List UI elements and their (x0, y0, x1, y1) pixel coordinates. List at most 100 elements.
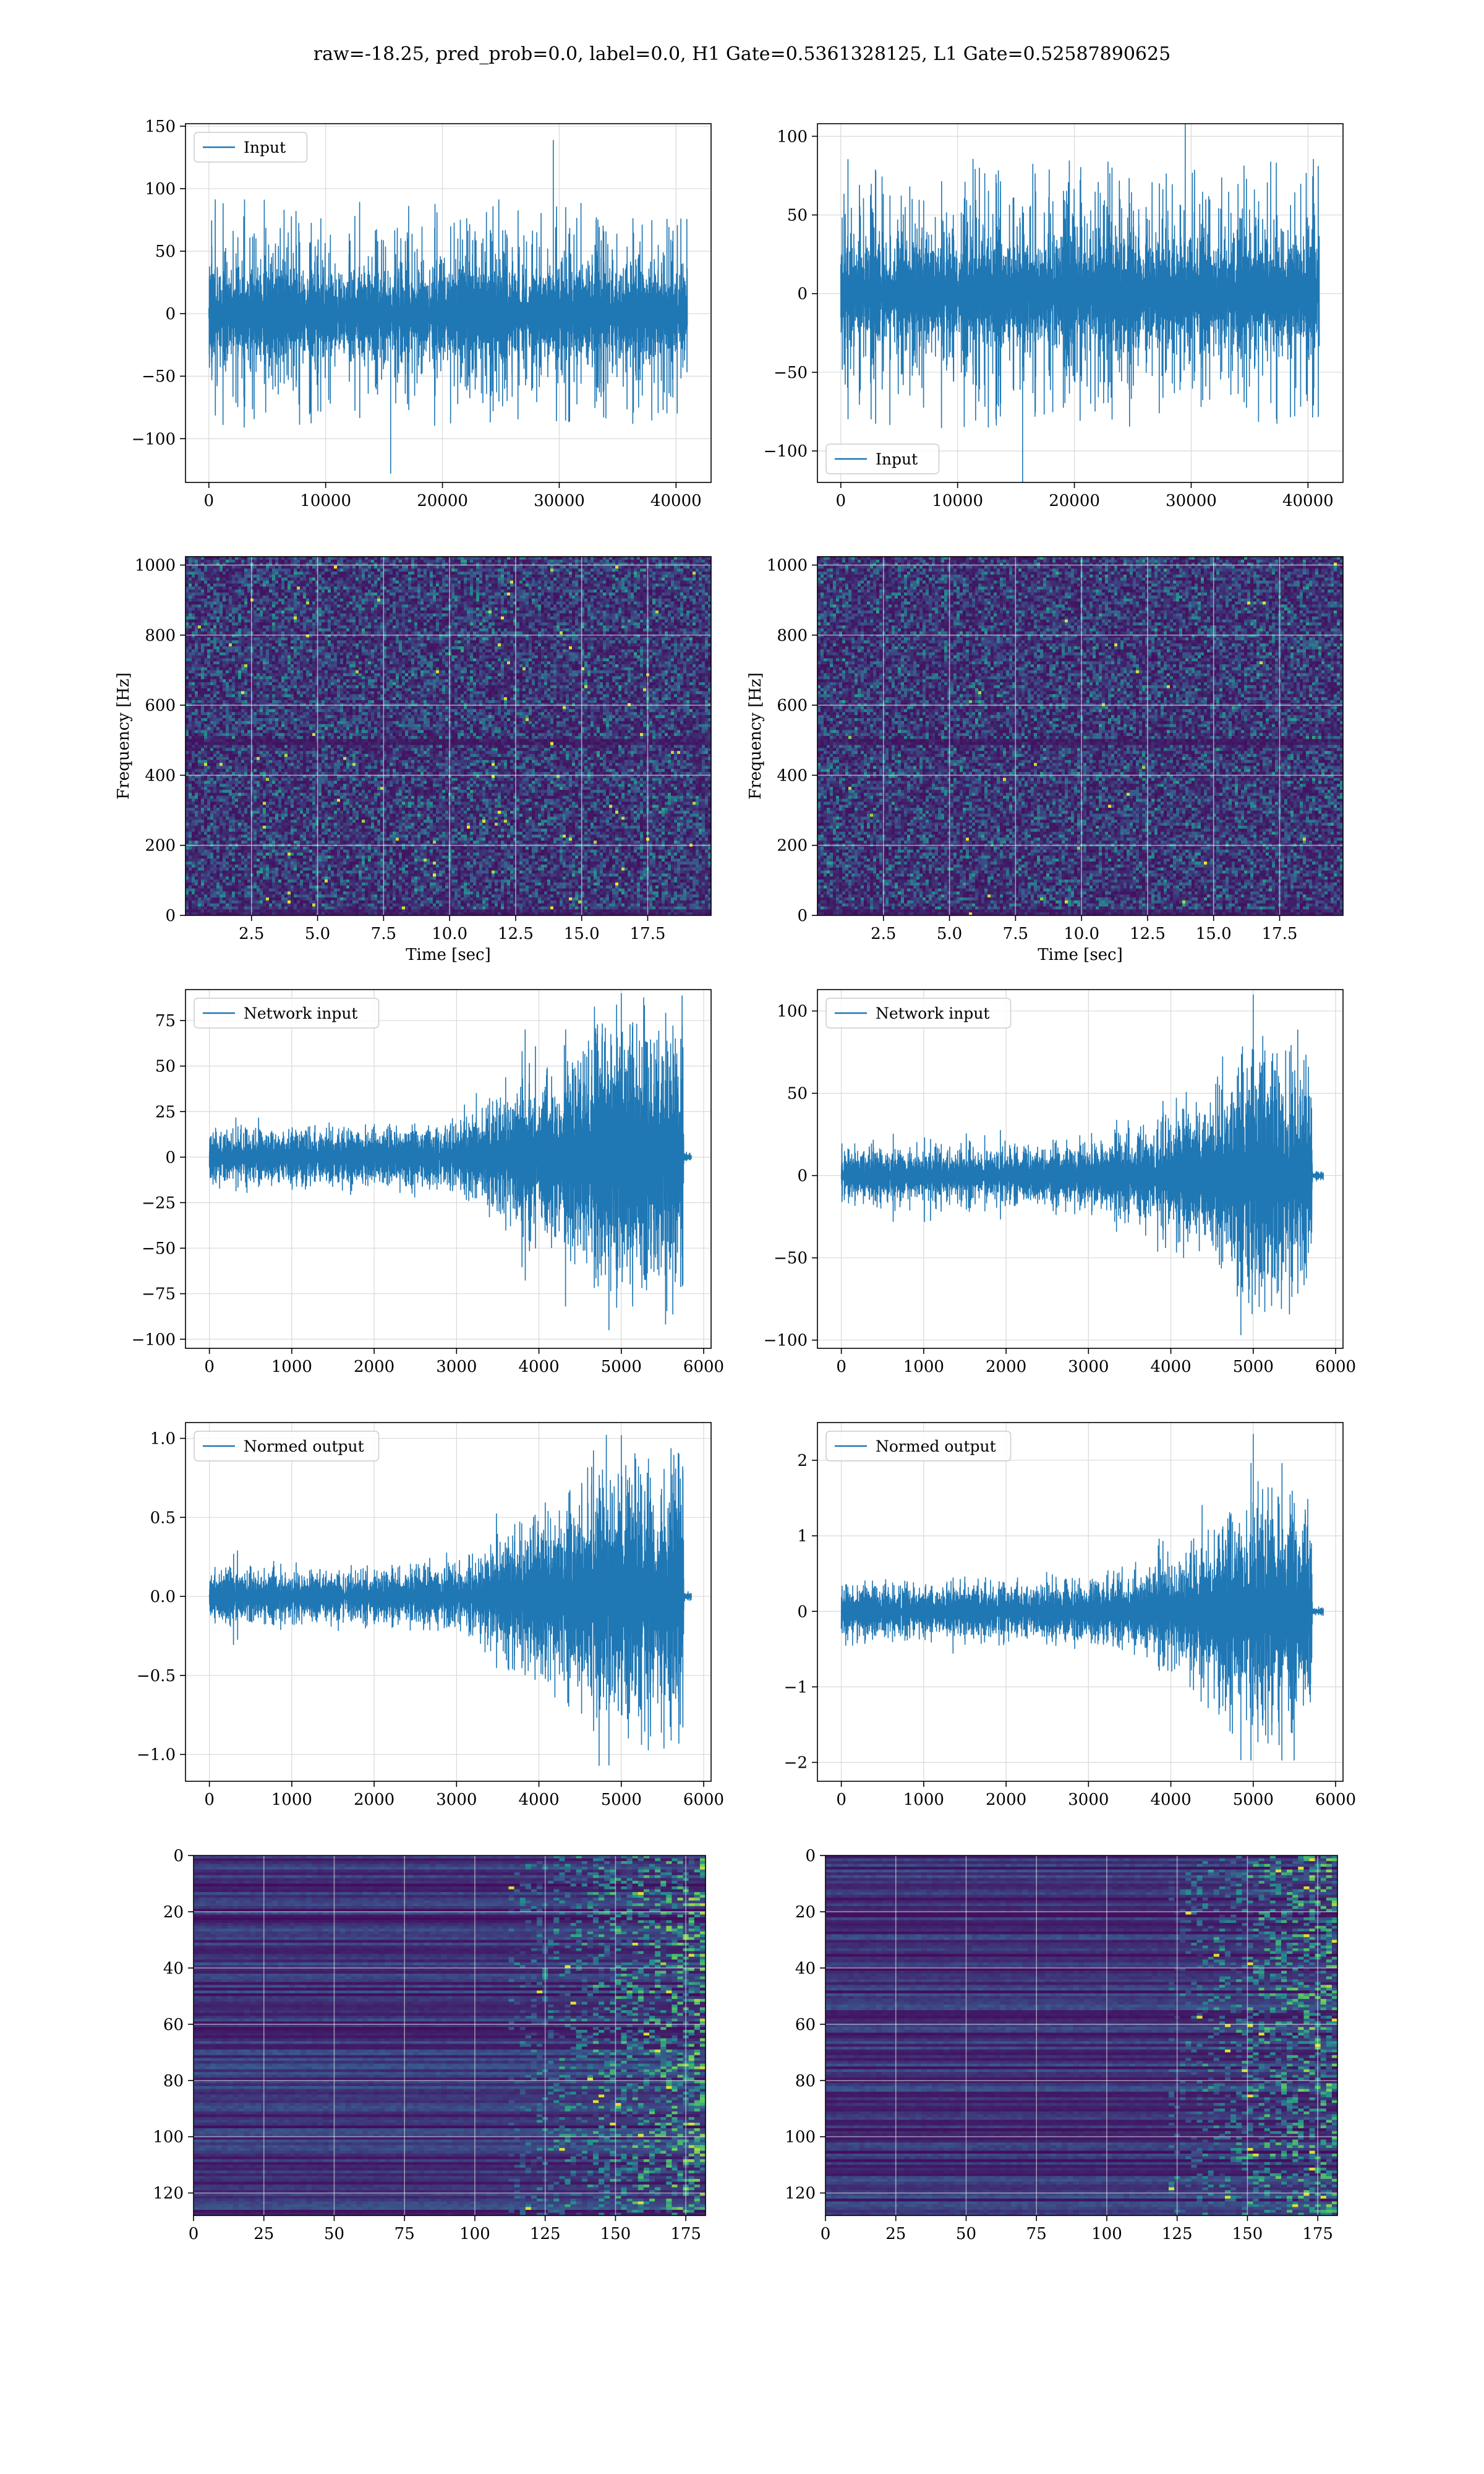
y-tick-label: 1 (797, 1527, 808, 1546)
x-tick-label: 30000 (534, 492, 585, 510)
x-tick-label: 20000 (417, 492, 468, 510)
legend-label: Network input (244, 1004, 357, 1022)
y-tick-label: 600 (145, 696, 176, 715)
x-tick-label: 2000 (986, 1358, 1026, 1376)
y-tick-label: 0.0 (150, 1588, 176, 1606)
features-left-plot-area (194, 1856, 706, 2216)
y-tick-label: 0.5 (150, 1509, 176, 1527)
y-tick-label: 60 (795, 2016, 816, 2034)
y-tick-label: 1000 (767, 557, 808, 575)
x-tick-label: 4000 (518, 1791, 559, 1809)
x-tick-label: 12.5 (1130, 925, 1166, 943)
y-tick-label: 0 (165, 1149, 176, 1167)
y-tick-label: 0 (797, 1167, 808, 1186)
x-tick-label: 12.5 (498, 925, 534, 943)
x-tick-label: 4000 (1150, 1791, 1191, 1809)
y-tick-label: −0.5 (137, 1667, 176, 1685)
x-tick-label: 0 (204, 1791, 215, 1809)
x-tick-label: 3000 (436, 1791, 477, 1809)
y-tick-label: 800 (777, 627, 808, 645)
y-tick-label: 40 (163, 1959, 184, 1978)
legend-label: Input (244, 139, 286, 156)
x-tick-label: 125 (1162, 2225, 1193, 2243)
x-tick-label: 2000 (354, 1358, 394, 1376)
y-tick-label: 600 (777, 696, 808, 715)
input-left-plot-area (186, 124, 711, 482)
x-tick-label: 7.5 (371, 925, 396, 943)
y-tick-label: 200 (145, 837, 176, 855)
x-tick-label: 150 (600, 2225, 631, 2243)
y-tick-label: −1.0 (137, 1746, 176, 1765)
y-axis-label: Frequency [Hz] (746, 672, 765, 800)
spectrogram-right-panel: 2.5 5.0 7.5 10.0 12.5 15.0 17.5020040060080010… (746, 557, 1344, 964)
x-tick-label: 40000 (650, 492, 702, 510)
y-tick-label: −100 (764, 442, 808, 461)
x-tick-label: 0 (821, 2225, 831, 2243)
x-tick-label: 75 (394, 2225, 415, 2243)
x-tick-label: 75 (1026, 2225, 1047, 2243)
legend-label: Input (876, 450, 918, 468)
x-tick-label: 2000 (354, 1791, 394, 1809)
normed-right-series-line (842, 1434, 1324, 1760)
x-tick-label: 6000 (1315, 1791, 1356, 1809)
y-tick-label: 0 (165, 305, 176, 323)
x-tick-label: 150 (1232, 2225, 1263, 2243)
x-tick-label: 40000 (1282, 492, 1334, 510)
y-tick-label: 120 (153, 2185, 184, 2203)
spectrogram-left-plot-area (186, 557, 712, 916)
x-tick-label: 0 (836, 1791, 846, 1809)
x-tick-label: 5.0 (305, 925, 330, 943)
x-tick-label: 5.0 (937, 925, 962, 943)
x-tick-label: 30000 (1166, 492, 1217, 510)
network-left-series-line (210, 993, 692, 1330)
input-right-series-line (841, 119, 1320, 489)
x-tick-label: 6000 (683, 1791, 724, 1809)
x-axis-label: Time [sec] (406, 946, 491, 964)
y-tick-label: −75 (142, 1285, 176, 1304)
x-tick-label: 5000 (1233, 1791, 1274, 1809)
spectrogram-left-panel: 2.5 5.0 7.5 10.0 12.5 15.0 17.5020040060080010… (114, 557, 712, 964)
x-tick-label: 5000 (601, 1791, 642, 1809)
x-tick-label: 25 (254, 2225, 274, 2243)
y-tick-label: 25 (155, 1103, 176, 1121)
x-tick-label: 3000 (1068, 1791, 1109, 1809)
y-tick-label: 100 (777, 1003, 808, 1021)
y-tick-label: 100 (145, 180, 176, 199)
x-tick-label: 175 (670, 2225, 701, 2243)
network-right-plot-area (817, 990, 1343, 1348)
x-tick-label: 0 (204, 492, 215, 510)
y-tick-label: 100 (785, 2128, 816, 2147)
x-tick-label: 5000 (1233, 1358, 1274, 1376)
x-tick-label: 50 (324, 2225, 344, 2243)
y-tick-label: 20 (163, 1903, 184, 1922)
y-tick-label: −1 (784, 1678, 808, 1697)
x-tick-label: 125 (530, 2225, 561, 2243)
x-tick-label: 25 (885, 2225, 906, 2243)
y-tick-label: 100 (777, 127, 808, 146)
y-tick-label: 200 (777, 837, 808, 855)
y-tick-label: 60 (163, 2016, 184, 2034)
y-tick-label: 0 (805, 1847, 816, 1865)
y-tick-label: 150 (145, 118, 176, 136)
y-tick-label: −50 (774, 1249, 808, 1268)
y-tick-label: 0 (173, 1847, 184, 1865)
y-tick-label: 0 (797, 1603, 808, 1621)
y-tick-label: −25 (142, 1194, 176, 1212)
normed-left-plot-area (186, 1423, 711, 1781)
input-left-series-line (209, 140, 688, 474)
x-tick-label: 0 (204, 1358, 215, 1376)
normed-right-legend: Normed output (826, 1431, 1011, 1461)
normed-right-plot-area (817, 1423, 1343, 1781)
y-tick-label: −50 (142, 1239, 176, 1258)
y-tick-label: 50 (787, 1085, 808, 1103)
y-axis-label: Frequency [Hz] (114, 672, 133, 800)
y-tick-label: 20 (795, 1903, 816, 1922)
x-tick-label: 2.5 (239, 925, 264, 943)
